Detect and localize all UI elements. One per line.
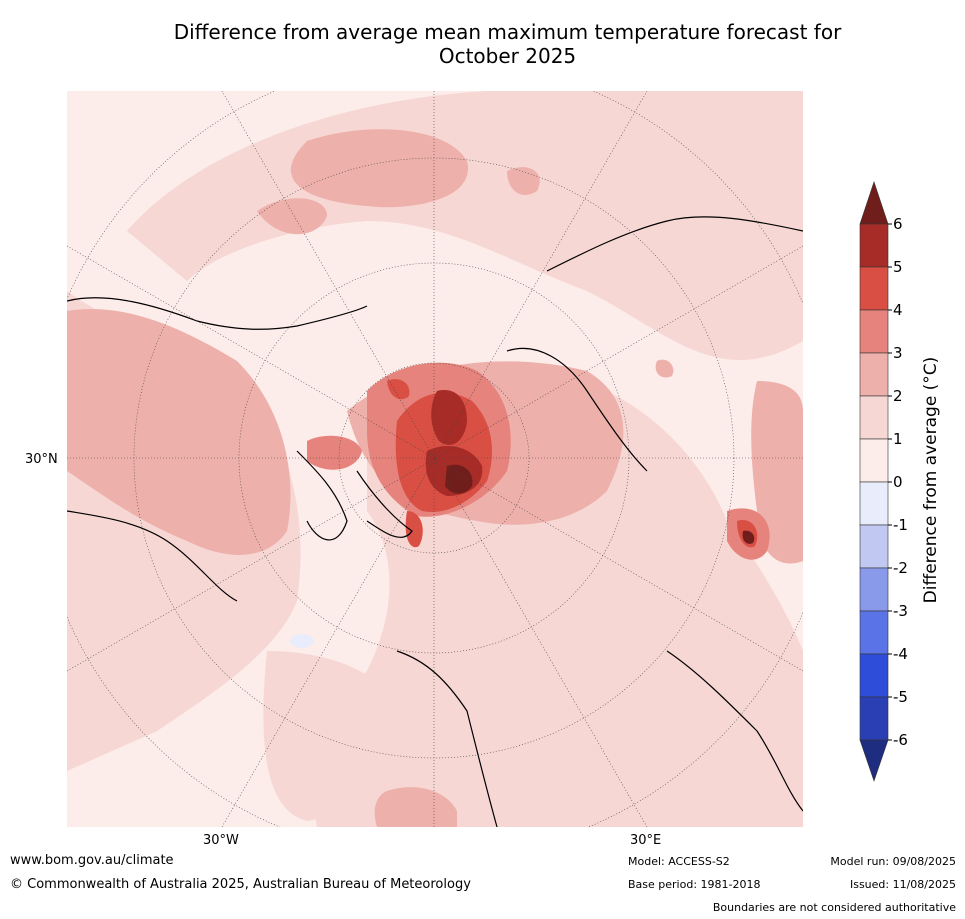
colorbar-tick-label: 2 <box>893 387 903 405</box>
colorbar-extend-bottom <box>859 739 889 782</box>
anomaly-negative-patch <box>290 634 314 648</box>
anomaly-above-6-regions <box>445 464 755 544</box>
forecast-map <box>67 91 803 827</box>
colorbar-tick-label: -1 <box>893 516 908 534</box>
colorbar-segment <box>859 696 889 741</box>
footer-disclaimer: Boundaries are not considered authoritat… <box>712 901 956 914</box>
colorbar-tick-label: -6 <box>893 731 908 749</box>
colorbar-segment <box>859 223 889 268</box>
colorbar-segment <box>859 653 889 698</box>
footer-copyright: © Commonwealth of Australia 2025, Austra… <box>10 877 471 892</box>
colorbar-tick-label: 0 <box>893 473 903 491</box>
colorbar-segment <box>859 567 889 612</box>
colorbar-segment <box>859 524 889 569</box>
colorbar-tick-label: -4 <box>893 645 908 663</box>
graticule <box>67 91 803 827</box>
colorbar-tick-label: 3 <box>893 344 903 362</box>
colorbar-segment <box>859 438 889 483</box>
colorbar-segments <box>859 181 889 782</box>
map-title-line2: October 2025 <box>438 44 577 68</box>
colorbar: 6 5 4 3 2 1 0 -1 -2 -3 -4 -5 -6 Difference from aver… <box>859 181 941 782</box>
colorbar-tick-label: -5 <box>893 688 908 706</box>
map-title: Difference from average mean maximum tem… <box>0 20 965 68</box>
footer-model: Model: ACCESS-S2 <box>628 855 730 868</box>
footer-base-period: Base period: 1981-2018 <box>628 878 761 891</box>
lon-label-30w: 30°W <box>203 833 239 848</box>
colorbar-ticks: 6 5 4 3 2 1 0 -1 -2 -3 -4 -5 -6 <box>888 215 908 749</box>
colorbar-segment <box>859 610 889 655</box>
colorbar-segment <box>859 395 889 440</box>
colorbar-tick-label: 5 <box>893 258 903 276</box>
colorbar-tick-label: -3 <box>893 602 908 620</box>
colorbar-segment <box>859 352 889 397</box>
map-title-line1: Difference from average mean maximum tem… <box>173 20 842 44</box>
colorbar-tick-label: 6 <box>893 215 903 233</box>
colorbar-segment <box>859 266 889 311</box>
footer-issued: Issued: 11/08/2025 <box>849 878 956 891</box>
lat-label-30n: 30°N <box>25 452 58 467</box>
colorbar-extend-top <box>859 181 889 225</box>
colorbar-segment <box>859 309 889 354</box>
colorbar-segment <box>859 481 889 526</box>
lon-label-30e: 30°E <box>630 833 662 848</box>
footer-website[interactable]: www.bom.gov.au/climate <box>10 853 174 868</box>
colorbar-tick-label: -2 <box>893 559 908 577</box>
footer-model-run: Model run: 09/08/2025 <box>830 855 956 868</box>
coastlines <box>67 216 803 827</box>
colorbar-tick-label: 1 <box>893 430 903 448</box>
colorbar-label: Difference from average (°C) <box>921 357 941 604</box>
colorbar-tick-label: 4 <box>893 301 903 319</box>
